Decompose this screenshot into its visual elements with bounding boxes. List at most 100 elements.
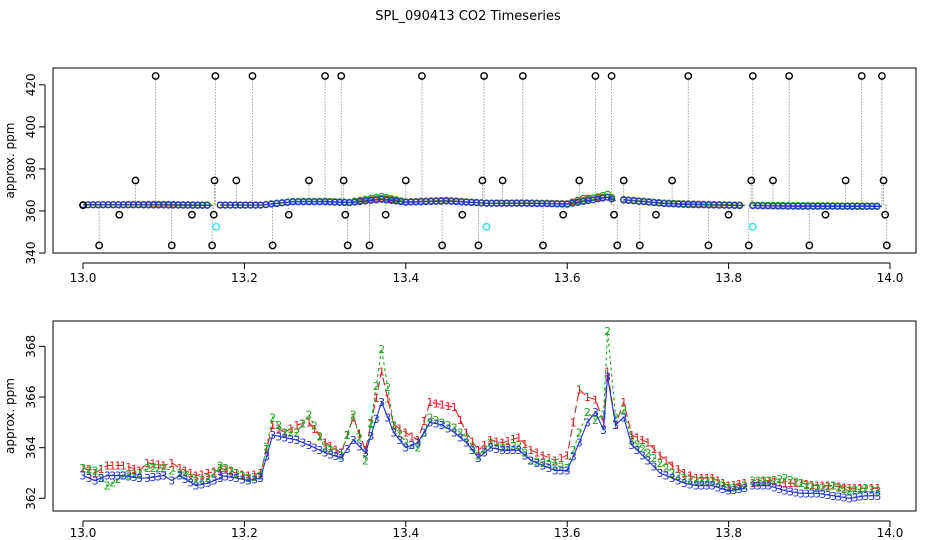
series-3-marker: 3	[420, 426, 427, 439]
series-1-marker: 1	[451, 401, 458, 414]
series-2-marker: 2	[125, 469, 132, 482]
trace-point-4	[472, 199, 480, 207]
series-2-marker: 2	[736, 481, 743, 494]
series-3-marker: 3	[874, 490, 881, 503]
raw-point	[115, 210, 124, 219]
series-2-marker: 2	[862, 482, 869, 495]
series-1-marker: 1	[86, 464, 93, 477]
series-2-marker: 2	[217, 462, 224, 475]
series-1-marker: 1	[841, 481, 848, 494]
trace-point-4	[427, 198, 435, 206]
series-3-marker: 3	[378, 396, 385, 409]
series-2-marker: 2	[857, 483, 864, 496]
trace-point-4	[94, 201, 102, 209]
plot-frame	[52, 320, 917, 512]
series-2-marker: 2	[709, 475, 716, 488]
series-2-marker: 2	[192, 475, 199, 488]
raw-point	[337, 72, 346, 80]
series-2-marker: 2	[378, 343, 385, 356]
series-1-marker: 1	[681, 467, 688, 480]
series-2-marker: 2	[776, 473, 783, 486]
trace-point-4	[834, 202, 842, 210]
x-tick-label: 14.0	[877, 271, 904, 285]
trace-point-4	[853, 202, 861, 210]
series-2-line	[219, 331, 745, 489]
series-2-marker: 2	[846, 485, 853, 498]
series-1-marker: 1	[657, 449, 664, 462]
series-1-marker: 1	[515, 432, 522, 445]
series-1-marker: 1	[344, 429, 351, 442]
series-2-marker: 2	[86, 463, 93, 476]
series-2-marker: 2	[669, 467, 676, 480]
raw-point	[878, 72, 886, 80]
series-1-marker: 1	[384, 392, 391, 405]
series-1-marker: 1	[669, 459, 676, 472]
series-3-marker: 3	[675, 475, 682, 488]
trace-point-4	[843, 202, 851, 210]
flagged-point	[482, 222, 491, 231]
series-2-marker: 2	[505, 441, 512, 454]
trace-point-4	[814, 202, 822, 210]
series-2-marker: 2	[760, 475, 767, 488]
series-3-marker: 3	[245, 475, 252, 488]
series-1-marker: 1	[251, 468, 258, 481]
series-3-marker: 3	[316, 444, 323, 457]
series-3-marker: 3	[830, 490, 837, 503]
raw-point	[805, 241, 814, 250]
series-2-marker: 2	[570, 444, 577, 457]
series-1-marker: 1	[217, 464, 224, 477]
series-3-marker: 3	[527, 454, 534, 467]
raw-point	[559, 210, 568, 219]
series-1-marker: 1	[98, 463, 105, 476]
trace-point-4	[538, 200, 546, 208]
trace-point-4	[99, 201, 107, 209]
series-3-marker: 3	[669, 472, 676, 485]
series-2-marker: 2	[445, 419, 452, 432]
series-3-marker: 3	[251, 473, 258, 486]
series-1-marker: 1	[131, 463, 138, 476]
y-tick-label: 380	[24, 157, 38, 180]
series-2-marker: 2	[825, 481, 832, 494]
y-tick-label: 362	[24, 487, 38, 510]
series-2-marker: 2	[698, 475, 705, 488]
series-3-marker: 3	[612, 419, 619, 432]
trace-point-4	[863, 203, 871, 211]
trace-point-4	[392, 197, 400, 205]
series-2-marker: 2	[612, 411, 619, 424]
series-2-marker: 2	[131, 468, 138, 481]
series-2-marker: 2	[639, 443, 646, 456]
series-3-marker: 3	[798, 487, 805, 500]
trace-point-4	[145, 201, 153, 209]
raw-point	[401, 176, 410, 185]
raw-point	[684, 72, 693, 80]
series-2-marker: 2	[725, 482, 732, 495]
trace-point-4	[114, 201, 122, 209]
series-3-marker: 3	[211, 475, 218, 488]
series-2-marker: 2	[338, 449, 345, 462]
raw-point	[610, 210, 618, 219]
series-3-marker: 3	[515, 444, 522, 457]
series-3-marker: 3	[714, 481, 721, 494]
trace-point-4	[774, 202, 782, 210]
series-2-marker: 2	[257, 470, 264, 483]
series-2-marker: 2	[564, 462, 571, 475]
series-3-marker: 3	[217, 470, 224, 483]
series-2-marker: 2	[233, 467, 240, 480]
series-1-marker: 1	[149, 458, 156, 471]
trace-point-4	[548, 200, 556, 208]
x-tick-label: 13.6	[554, 526, 581, 540]
series-3-marker: 3	[463, 437, 470, 450]
series-1-marker: 1	[222, 464, 229, 477]
series-2-marker: 2	[327, 444, 334, 457]
series-3-marker: 3	[451, 426, 458, 439]
series-1-marker: 1	[350, 411, 357, 424]
series-2-marker: 2	[765, 475, 772, 488]
series-2-marker: 2	[114, 473, 121, 486]
raw-point	[381, 210, 390, 219]
series-1-marker: 1	[698, 472, 705, 485]
series-3-marker: 3	[439, 419, 446, 432]
series-1-marker: 1	[487, 434, 494, 447]
series-3-marker: 3	[344, 443, 351, 456]
series-3-marker: 3	[620, 411, 627, 424]
series-1-marker: 1	[564, 449, 571, 462]
